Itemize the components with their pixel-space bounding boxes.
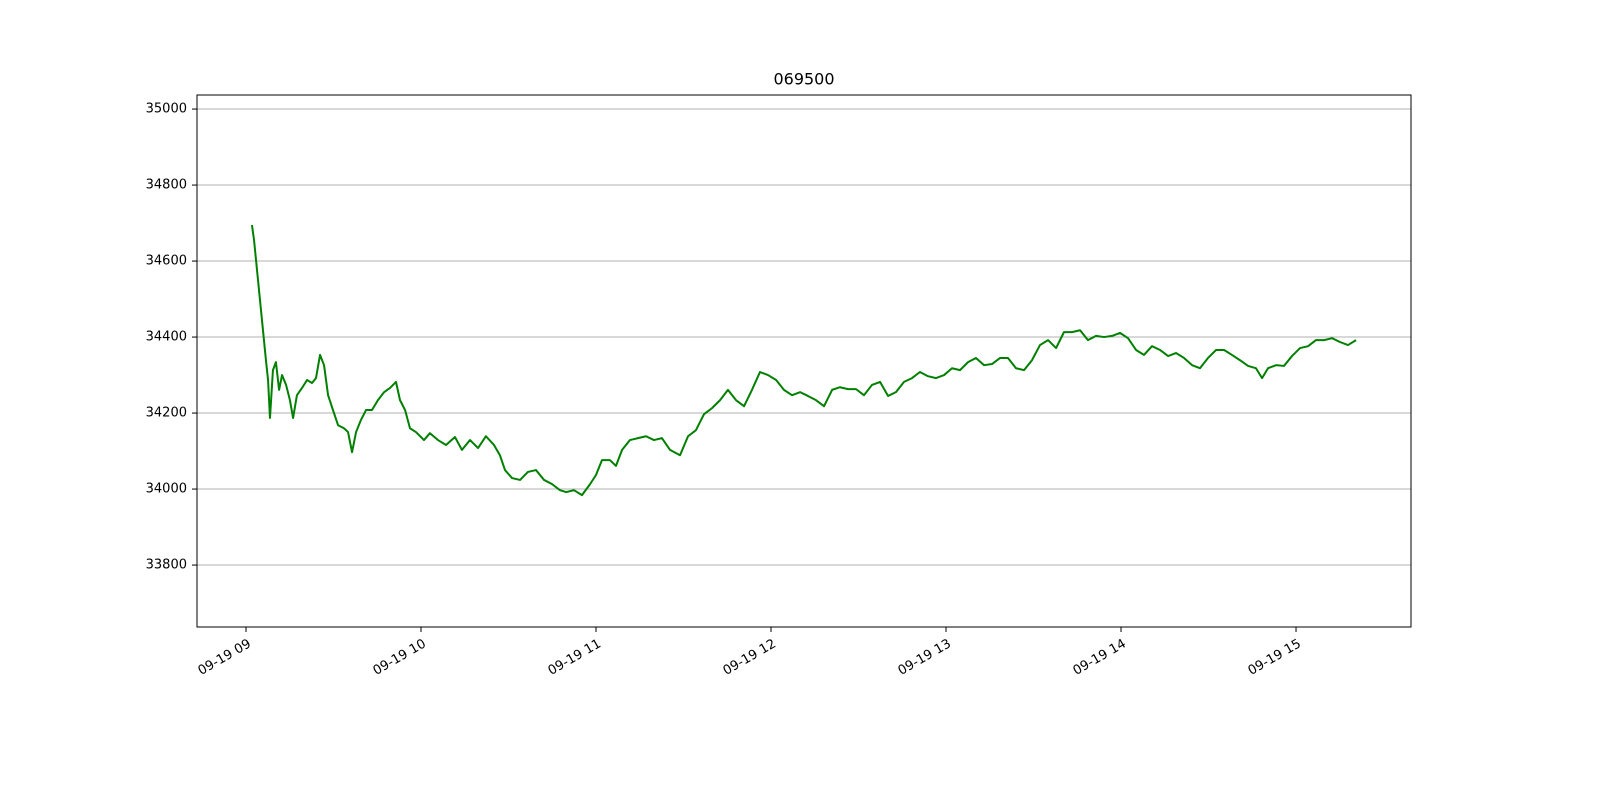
x-tick-label: 09-19 14: [1071, 637, 1129, 679]
y-tick-label: 34400: [146, 330, 187, 345]
x-tick-label: 09-19 09: [196, 637, 254, 679]
line-series: [250, 224, 1357, 497]
y-tick-label: 34000: [146, 482, 187, 497]
x-tick-label: 09-19 13: [896, 637, 954, 679]
y-tick-label: 34800: [146, 178, 187, 193]
x-tick-label: 09-19 11: [546, 637, 604, 679]
x-tick-label: 09-19 15: [1246, 637, 1304, 679]
y-tick-label: 34600: [146, 254, 187, 269]
plot-frame: [196, 94, 1412, 628]
y-tick-label: 34200: [146, 406, 187, 421]
x-tick-label: 09-19 10: [371, 637, 429, 679]
chart-title: 069500: [773, 70, 834, 89]
y-tick-label: 33800: [146, 558, 187, 573]
y-tick-label: 35000: [146, 102, 187, 117]
x-tick-label: 09-19 12: [721, 637, 779, 679]
